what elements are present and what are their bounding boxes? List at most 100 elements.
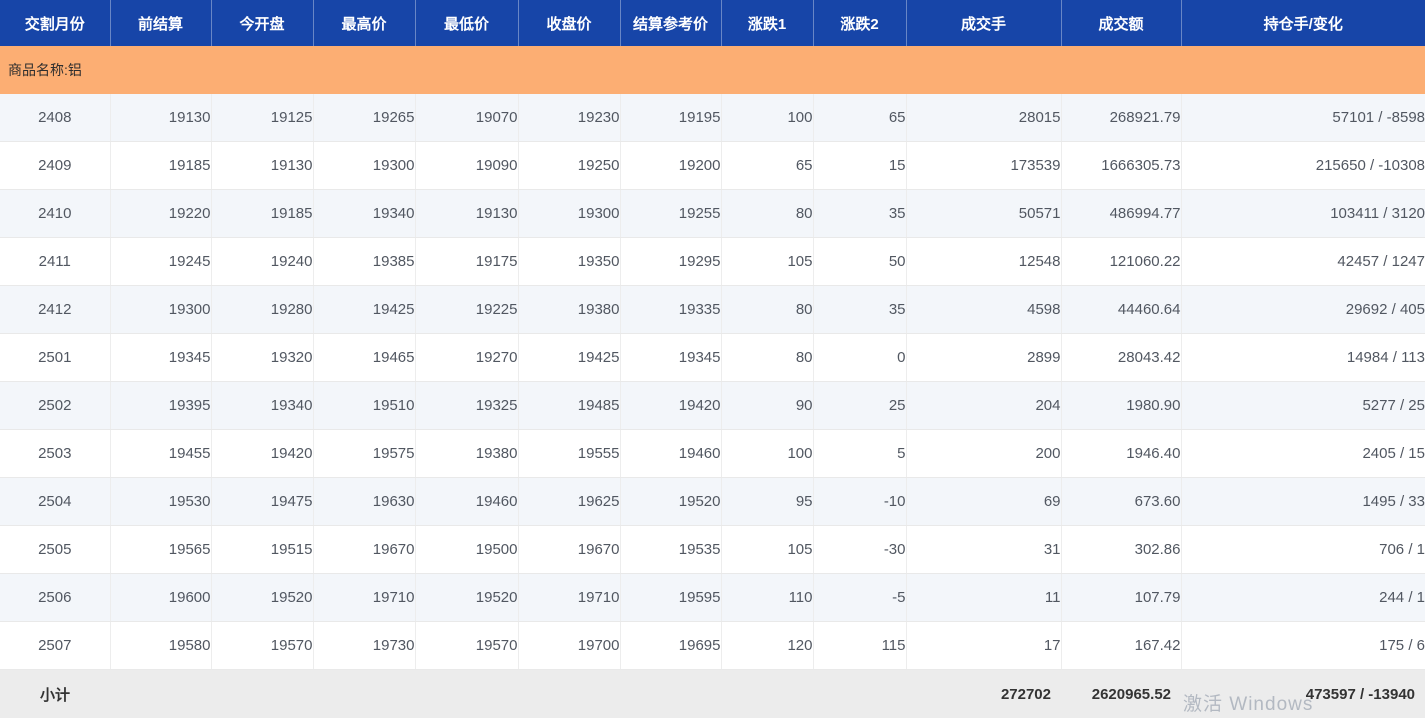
cell-open: 19420	[211, 430, 313, 478]
cell-settle_ref: 19335	[620, 286, 721, 334]
cell-close: 19350	[518, 238, 620, 286]
subtotal-row: 小计 272702 2620965.52 473597 / -13940	[0, 670, 1425, 718]
cell-change1: 100	[721, 430, 813, 478]
cell-change2: -5	[813, 574, 906, 622]
cell-open_interest: 103411 / 3120	[1181, 190, 1425, 238]
cell-prev_settle: 19345	[110, 334, 211, 382]
cell-open: 19280	[211, 286, 313, 334]
cell-open_interest: 14984 / 113	[1181, 334, 1425, 382]
cell-change2: 15	[813, 142, 906, 190]
cell-turnover: 121060.22	[1061, 238, 1181, 286]
table-footer: 小计 272702 2620965.52 473597 / -13940	[0, 670, 1425, 718]
col-header-prev-settle: 前结算	[110, 0, 211, 46]
cell-close: 19555	[518, 430, 620, 478]
cell-volume: 50571	[906, 190, 1061, 238]
cell-low: 19570	[415, 622, 518, 670]
cell-open: 19320	[211, 334, 313, 382]
cell-change1: 110	[721, 574, 813, 622]
cell-low: 19270	[415, 334, 518, 382]
cell-low: 19070	[415, 94, 518, 142]
cell-turnover: 44460.64	[1061, 286, 1181, 334]
cell-high: 19300	[313, 142, 415, 190]
cell-prev_settle: 19600	[110, 574, 211, 622]
cell-prev_settle: 19300	[110, 286, 211, 334]
cell-volume: 69	[906, 478, 1061, 526]
cell-high: 19710	[313, 574, 415, 622]
cell-change2: -10	[813, 478, 906, 526]
subtotal-spacer	[110, 670, 906, 718]
cell-turnover: 107.79	[1061, 574, 1181, 622]
cell-month: 2507	[0, 622, 110, 670]
cell-close: 19700	[518, 622, 620, 670]
cell-volume: 173539	[906, 142, 1061, 190]
cell-settle_ref: 19195	[620, 94, 721, 142]
cell-month: 2505	[0, 526, 110, 574]
cell-open: 19125	[211, 94, 313, 142]
cell-high: 19425	[313, 286, 415, 334]
cell-change1: 100	[721, 94, 813, 142]
cell-change1: 120	[721, 622, 813, 670]
subtotal-volume: 272702	[906, 670, 1061, 718]
cell-high: 19265	[313, 94, 415, 142]
cell-volume: 11	[906, 574, 1061, 622]
cell-low: 19175	[415, 238, 518, 286]
cell-close: 19710	[518, 574, 620, 622]
cell-volume: 2899	[906, 334, 1061, 382]
cell-open_interest: 215650 / -10308	[1181, 142, 1425, 190]
col-header-open: 今开盘	[211, 0, 313, 46]
cell-change1: 80	[721, 286, 813, 334]
cell-month: 2506	[0, 574, 110, 622]
table-header: 交割月份 前结算 今开盘 最高价 最低价 收盘价 结算参考价 涨跌1 涨跌2 成…	[0, 0, 1425, 46]
cell-change2: 5	[813, 430, 906, 478]
cell-month: 2409	[0, 142, 110, 190]
cell-change2: 25	[813, 382, 906, 430]
cell-open: 19520	[211, 574, 313, 622]
cell-low: 19520	[415, 574, 518, 622]
cell-month: 2411	[0, 238, 110, 286]
cell-settle_ref: 19200	[620, 142, 721, 190]
cell-turnover: 1666305.73	[1061, 142, 1181, 190]
cell-settle_ref: 19520	[620, 478, 721, 526]
cell-change2: 65	[813, 94, 906, 142]
col-header-settle-ref: 结算参考价	[620, 0, 721, 46]
cell-close: 19380	[518, 286, 620, 334]
cell-change1: 90	[721, 382, 813, 430]
cell-settle_ref: 19420	[620, 382, 721, 430]
cell-settle_ref: 19345	[620, 334, 721, 382]
cell-change2: 50	[813, 238, 906, 286]
commodity-group-row: 商品名称:铝	[0, 46, 1425, 94]
cell-open: 19130	[211, 142, 313, 190]
cell-close: 19230	[518, 94, 620, 142]
cell-month: 2501	[0, 334, 110, 382]
cell-open: 19240	[211, 238, 313, 286]
cell-change2: 35	[813, 286, 906, 334]
col-header-open-interest: 持仓手/变化	[1181, 0, 1425, 46]
cell-month: 2504	[0, 478, 110, 526]
cell-high: 19340	[313, 190, 415, 238]
cell-turnover: 302.86	[1061, 526, 1181, 574]
cell-prev_settle: 19580	[110, 622, 211, 670]
cell-prev_settle: 19245	[110, 238, 211, 286]
cell-low: 19090	[415, 142, 518, 190]
cell-close: 19250	[518, 142, 620, 190]
cell-high: 19630	[313, 478, 415, 526]
col-header-low: 最低价	[415, 0, 518, 46]
col-header-month: 交割月份	[0, 0, 110, 46]
cell-settle_ref: 19295	[620, 238, 721, 286]
cell-open_interest: 5277 / 25	[1181, 382, 1425, 430]
cell-settle_ref: 19695	[620, 622, 721, 670]
cell-open: 19570	[211, 622, 313, 670]
subtotal-turnover: 2620965.52	[1061, 670, 1181, 718]
col-header-change1: 涨跌1	[721, 0, 813, 46]
cell-settle_ref: 19535	[620, 526, 721, 574]
cell-turnover: 167.42	[1061, 622, 1181, 670]
cell-change2: 115	[813, 622, 906, 670]
